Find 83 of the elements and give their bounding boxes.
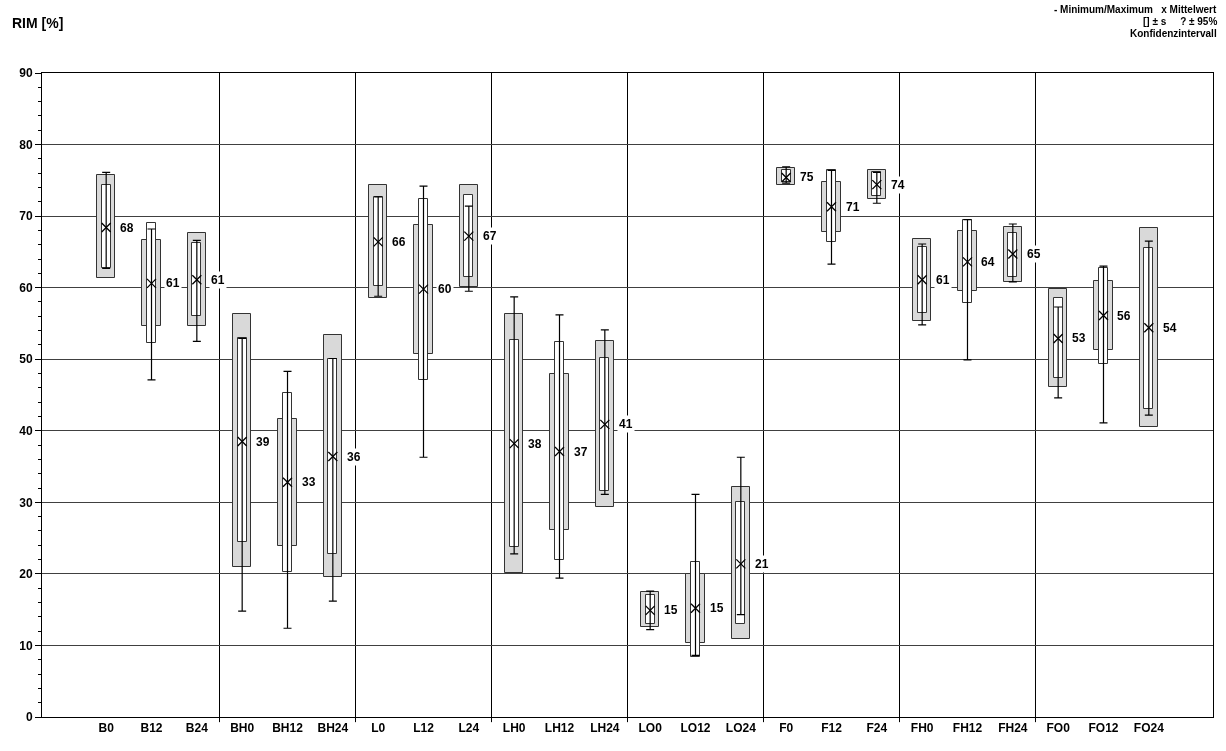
x-tick-label: F12 (821, 721, 843, 736)
x-tick-label: BH0 (230, 721, 255, 736)
x-tick-label: FO0 (1046, 721, 1071, 736)
point (418, 283, 429, 295)
data-label: 68 (120, 221, 134, 235)
y-tick-label: 70 (19, 209, 33, 224)
point (826, 201, 837, 212)
x-tick-label: L0 (371, 721, 386, 736)
data-label: 66 (392, 235, 406, 249)
point (554, 446, 565, 457)
data-label: 64 (981, 255, 995, 269)
point (599, 419, 610, 430)
x-tick-label: LH12 (544, 721, 575, 736)
y-tick-label: 30 (19, 495, 33, 510)
point (1007, 248, 1018, 260)
data-label: 75 (800, 170, 814, 184)
point (962, 256, 973, 268)
y-tick-label: 0 (25, 710, 33, 725)
point (373, 236, 384, 248)
point (509, 438, 520, 449)
x-tick-label: LH24 (590, 721, 620, 736)
x-tick-label: B12 (140, 721, 163, 736)
data-label: 56 (1117, 309, 1131, 323)
data-label: 61 (936, 273, 950, 287)
text: [] ± s ? ± 95% (1143, 16, 1218, 27)
data-label: 37 (574, 445, 588, 459)
point (146, 278, 157, 289)
x-tick-label: BH24 (317, 721, 349, 736)
data-label: 39 (256, 435, 270, 449)
data-label: 15 (710, 601, 724, 615)
x-tick-label: FH24 (998, 721, 1028, 736)
y-tick-label: 90 (19, 66, 33, 81)
data-label: 71 (846, 200, 860, 214)
x-tick-label: LH0 (502, 721, 526, 736)
x-tick-label: F0 (779, 721, 794, 736)
data-label: 36 (347, 450, 361, 464)
x-tick-label: LO0 (638, 721, 663, 736)
y-tick-label: 20 (19, 567, 33, 582)
point (735, 558, 746, 570)
point (690, 603, 701, 614)
x-tick-label: LO24 (725, 721, 757, 736)
y-tick-label: 40 (19, 423, 33, 438)
point (1053, 333, 1064, 344)
data-label: 53 (1072, 331, 1086, 345)
point (237, 436, 248, 447)
y-axis-title: RIM [%] (12, 15, 64, 31)
x-tick-label: B0 (98, 721, 115, 736)
x-tick-label: F24 (866, 721, 888, 736)
data-label: 60 (438, 282, 452, 296)
x-tick-label: L12 (413, 721, 435, 736)
x-tick-label: BH12 (272, 721, 304, 736)
x-tick-label: FH0 (910, 721, 934, 736)
text: Konfidenzintervall (1130, 28, 1217, 39)
y-tick-label: 60 (19, 280, 33, 295)
data-label: 21 (755, 557, 769, 571)
data-label: 15 (664, 603, 678, 617)
point (282, 477, 293, 488)
text: - Minimum/Maximum x Mittelwert (1054, 4, 1217, 15)
y-tick-label: 80 (19, 137, 33, 152)
data-label: 74 (891, 178, 905, 192)
data-label: 33 (302, 475, 316, 489)
y-tick-label: 50 (19, 352, 33, 367)
point (463, 231, 474, 242)
y-tick-label: 10 (19, 638, 33, 653)
data-label: 61 (211, 273, 225, 287)
point (1098, 310, 1109, 321)
x-tick-label: FH12 (952, 721, 983, 736)
point (1143, 322, 1154, 333)
x-tick-label: LO12 (680, 721, 711, 736)
data-label: 65 (1027, 247, 1041, 261)
x-tick-label: L24 (458, 721, 480, 736)
point (917, 274, 928, 285)
x-tick-label: FO12 (1088, 721, 1119, 736)
point (191, 274, 202, 285)
data-label: 41 (619, 417, 633, 431)
data-label: 67 (483, 229, 497, 243)
x-tick-label: FO24 (1133, 721, 1165, 736)
point (327, 451, 338, 462)
x-tick-label: B24 (185, 721, 209, 736)
data-label: 61 (166, 276, 180, 290)
data-label: 54 (1163, 321, 1177, 335)
data-label: 38 (528, 437, 542, 451)
point (101, 222, 112, 233)
